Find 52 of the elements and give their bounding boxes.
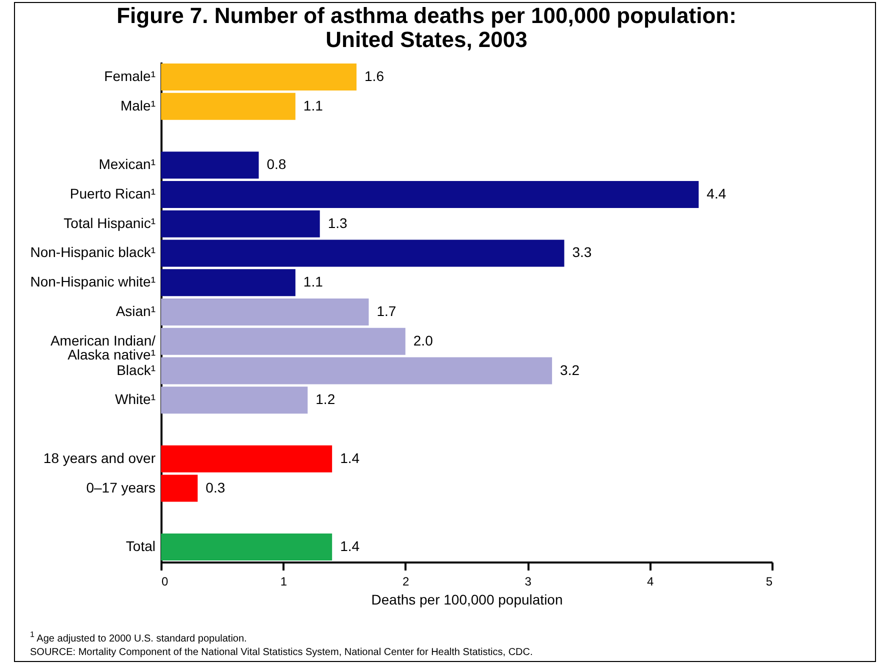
source-note: SOURCE: Mortality Component of the National Vital Statistics System, National Center for Health Statistics, CDC. xyxy=(30,646,533,660)
y-tick-label: Male¹ xyxy=(120,97,156,114)
x-tick-label: 1 xyxy=(280,574,288,588)
bar xyxy=(161,240,564,267)
bar xyxy=(161,445,332,472)
x-axis-title: Deaths per 100,000 population xyxy=(371,592,563,608)
data-label: 2.0 xyxy=(413,332,434,348)
data-label: 1.1 xyxy=(303,274,324,290)
data-label: 1.6 xyxy=(364,68,384,84)
data-label: 3.3 xyxy=(572,244,592,260)
data-label: 0.8 xyxy=(266,156,286,172)
bar xyxy=(161,357,552,384)
x-tick-label: 0 xyxy=(162,574,168,588)
chart-title: Figure 7. Number of asthma deaths per 100,000 population: United States, 2003 xyxy=(116,3,736,52)
data-label: 1.3 xyxy=(328,214,348,231)
y-tick-label: Mexican¹ xyxy=(98,156,156,172)
x-tick-label: 2 xyxy=(402,574,410,588)
bar xyxy=(161,63,357,90)
data-label: 1.7 xyxy=(376,303,396,319)
y-tick-label: Non-Hispanic white¹ xyxy=(30,274,156,290)
bar xyxy=(161,386,308,414)
bar xyxy=(161,298,369,326)
y-tick-label: Black¹ xyxy=(116,362,156,378)
data-label: 4.4 xyxy=(706,185,726,202)
y-tick-label: Asian¹ xyxy=(116,303,156,319)
bar xyxy=(161,210,320,238)
y-tick-label: Total Hispanic¹ xyxy=(64,214,156,231)
y-tick-label: Female¹ xyxy=(104,68,156,84)
bar xyxy=(161,152,259,179)
text: $^{1}$ Age adjusted to 2000 U.S. standard population. xyxy=(30,629,248,646)
y-tick-label: Total xyxy=(126,538,156,554)
y-tick-label: 18 years and over xyxy=(43,450,156,466)
bar xyxy=(161,474,198,502)
y-tick-label: American Indian/Alaska native¹ xyxy=(50,332,156,362)
y-tick-label: White¹ xyxy=(115,391,156,408)
x-tick-label: 5 xyxy=(766,574,773,588)
bar xyxy=(161,534,332,561)
data-label: 1.4 xyxy=(340,450,360,466)
data-label: 1.1 xyxy=(303,97,324,114)
bar xyxy=(161,328,406,355)
data-label: 1.2 xyxy=(316,391,336,408)
bar xyxy=(161,180,699,208)
data-label: 3.2 xyxy=(560,362,580,378)
y-tick-label: Non-Hispanic black¹ xyxy=(30,244,156,260)
data-label: 0.3 xyxy=(206,479,226,496)
y-tick-label: Puerto Rican¹ xyxy=(70,185,156,202)
x-tick-label: 3 xyxy=(524,574,532,588)
data-label: 1.4 xyxy=(340,538,360,554)
bar xyxy=(161,269,296,296)
x-tick-label: 4 xyxy=(646,574,654,588)
y-tick-label: 0–17 years xyxy=(86,479,156,496)
bar xyxy=(161,92,296,120)
